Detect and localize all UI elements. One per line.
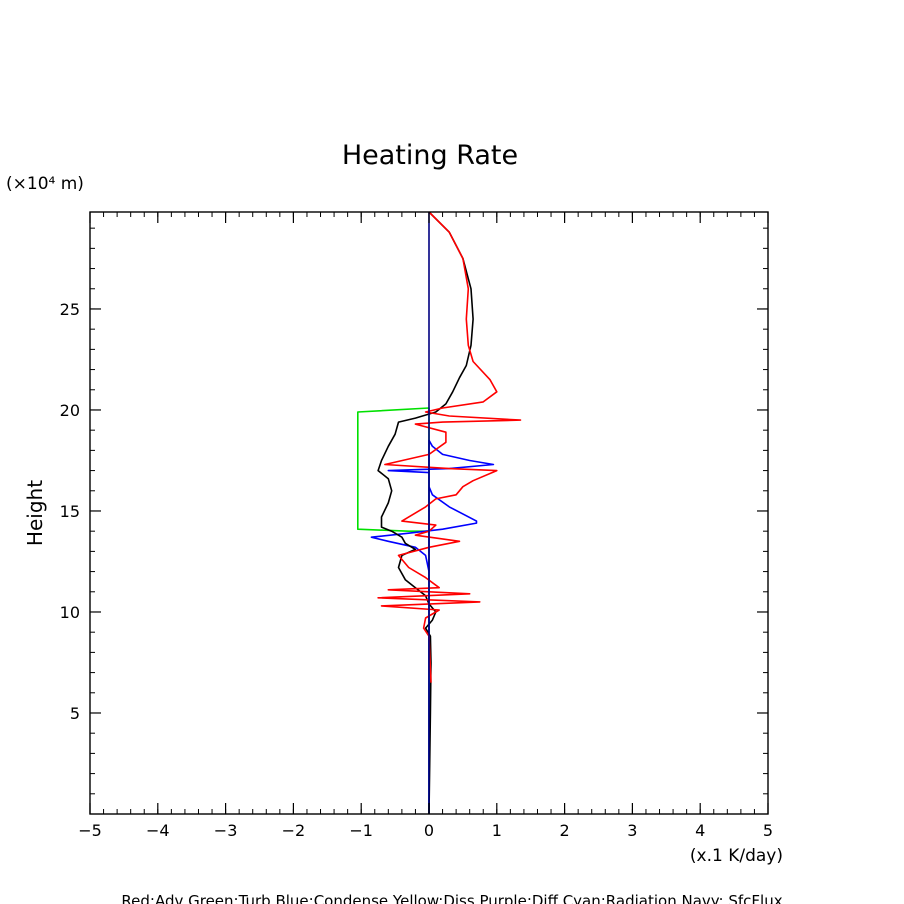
x-tick-label: 2 — [560, 821, 570, 840]
x-tick-label: −4 — [146, 821, 170, 840]
x-tick-label: 3 — [627, 821, 637, 840]
chart-title: Heating Rate — [342, 140, 518, 171]
x-tick-label: −3 — [214, 821, 238, 840]
legend-text: Red:Adv Green:Turb Blue:Condense Yellow:… — [121, 892, 782, 904]
x-tick-label: −5 — [78, 821, 102, 840]
y-tick-label: 15 — [60, 502, 80, 521]
x-tick-label: 5 — [763, 821, 773, 840]
series-line-adv — [377, 211, 522, 683]
x-unit-label: (x.1 K/day) — [690, 846, 783, 866]
x-tick-label: −1 — [349, 821, 373, 840]
x-tick-label: 1 — [492, 821, 502, 840]
y-tick-label: 25 — [60, 300, 80, 319]
axes-layer: −5 −4 −3 −2 −1 0 1 2 3 4 5 5 10 15 20 25 — [60, 212, 773, 840]
plot-frame — [89, 211, 769, 815]
y-tick-label: 20 — [60, 401, 80, 420]
series-line-total — [377, 211, 474, 815]
series-layer — [356, 211, 522, 815]
y-axis-label: Height — [23, 480, 47, 546]
x-tick-label: −2 — [282, 821, 306, 840]
x-tick-label: 4 — [695, 821, 705, 840]
series-line-condense — [370, 439, 495, 814]
y-tick-label: 10 — [60, 603, 80, 622]
x-tick-label: 0 — [424, 821, 434, 840]
y-unit-label: (×10⁴ m) — [6, 174, 84, 194]
y-tick-label: 5 — [70, 704, 80, 723]
